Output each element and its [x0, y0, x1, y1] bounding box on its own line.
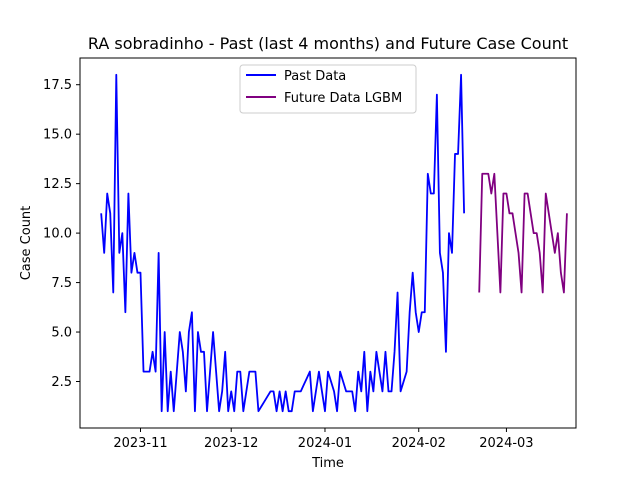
y-axis-ticks: 2.5 5.0 7.5 10.0 12.5 15.0 17.5 — [43, 78, 80, 390]
x-tick-label-0: 2023-11 — [113, 436, 167, 451]
x-tick-label-3: 2024-02 — [392, 436, 446, 451]
legend-box — [239, 64, 417, 114]
y-tick-label-5: 15.0 — [43, 128, 72, 143]
y-tick-label-3: 10.0 — [43, 227, 72, 242]
plot-area — [100, 73, 568, 413]
series-line-0 — [100, 73, 465, 413]
series-line-1 — [478, 172, 568, 294]
y-tick-label-6: 17.5 — [43, 78, 72, 93]
plot-frame — [79, 57, 577, 429]
x-tick-label-1: 2023-12 — [204, 436, 258, 451]
x-tick-label-2: 2024-01 — [298, 436, 352, 451]
legend-label-future: Future Data LGBM — [284, 91, 402, 106]
chart-title: RA sobradinho - Past (last 4 months) and… — [88, 34, 568, 53]
y-tick-label-1: 5.0 — [51, 326, 72, 341]
x-axis-ticks: 2023-11 2023-12 2024-01 2024-02 2024-03 — [113, 428, 534, 451]
y-tick-label-0: 2.5 — [51, 375, 72, 390]
legend: Past Data Future Data LGBM — [239, 64, 417, 114]
y-tick-label-2: 7.5 — [51, 276, 72, 291]
x-tick-label-4: 2024-03 — [479, 436, 533, 451]
x-axis-label: Time — [311, 456, 344, 471]
y-axis-label: Case Count — [19, 206, 34, 281]
y-tick-label-4: 12.5 — [43, 177, 72, 192]
legend-label-past: Past Data — [284, 69, 346, 84]
